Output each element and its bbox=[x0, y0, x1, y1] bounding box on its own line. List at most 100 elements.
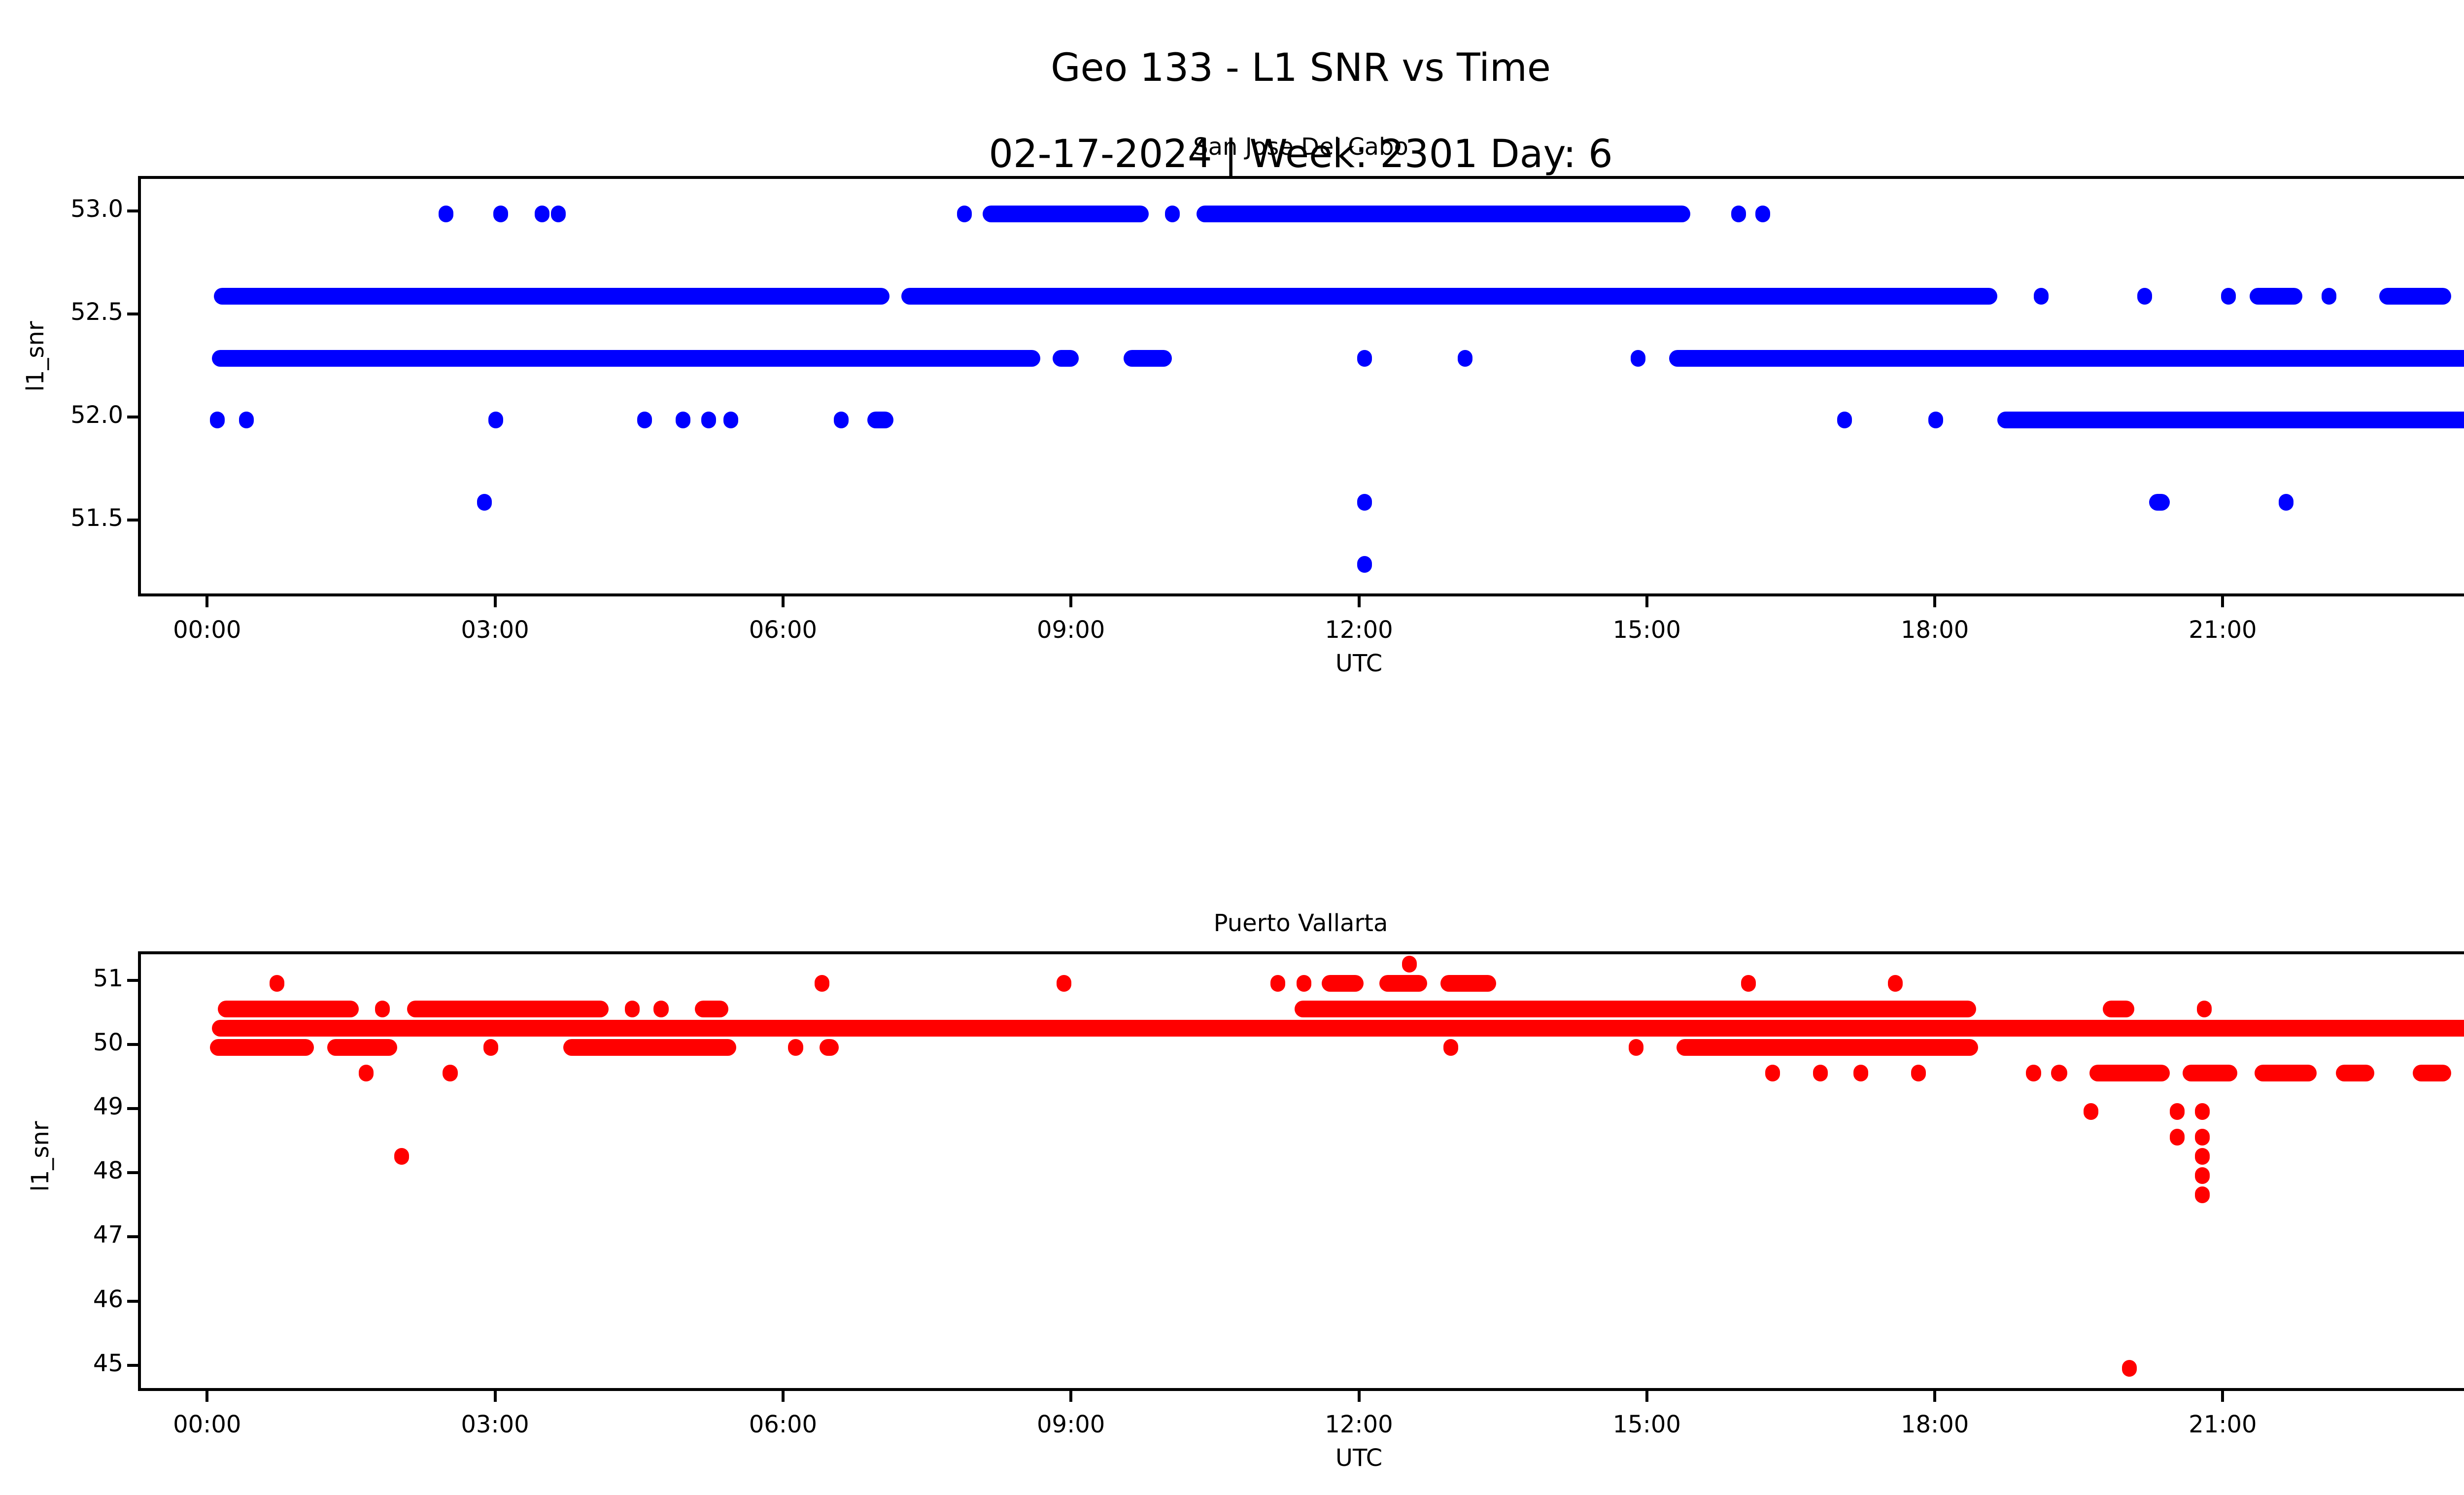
data-point-group bbox=[1357, 556, 1372, 573]
data-point-group bbox=[2084, 1103, 2099, 1120]
x-tick-mark bbox=[1645, 596, 1648, 607]
data-point-group bbox=[217, 1000, 359, 1017]
y-tick-label: 46 bbox=[93, 1285, 123, 1313]
x-tick-mark bbox=[1933, 1391, 1937, 1402]
x-tick-label: 00:00 bbox=[2437, 1411, 2464, 1438]
data-point-group bbox=[901, 288, 1997, 305]
y-tick-mark bbox=[127, 519, 138, 522]
data-point-group bbox=[1997, 412, 2464, 429]
data-point-group bbox=[2103, 1000, 2135, 1017]
data-point-group bbox=[1270, 974, 1286, 992]
y-tick-label: 51.5 bbox=[70, 504, 123, 532]
suptitle-line-2: 02-17-2024 | Week: 2301 Day: 6 bbox=[989, 132, 1613, 177]
y-tick-label: 48 bbox=[93, 1157, 123, 1185]
data-point-group bbox=[1165, 206, 1180, 223]
data-point-group bbox=[269, 974, 284, 992]
data-point-group bbox=[2336, 1064, 2375, 1081]
data-point-group bbox=[1443, 1039, 1459, 1056]
data-point-group bbox=[2278, 494, 2293, 511]
data-point-group bbox=[1357, 494, 1372, 511]
data-point-group bbox=[1053, 349, 1079, 367]
x-tick-label: 12:00 bbox=[1325, 1411, 1393, 1438]
y-tick-mark bbox=[127, 1299, 138, 1303]
data-point-group bbox=[1837, 412, 1852, 429]
y-tick-label: 52.0 bbox=[70, 401, 123, 429]
data-point-group bbox=[2195, 1167, 2210, 1184]
y-tick-label: 50 bbox=[93, 1028, 123, 1056]
y-tick-mark bbox=[127, 1363, 138, 1367]
y-tick-mark bbox=[127, 1235, 138, 1239]
data-point-group bbox=[563, 1039, 736, 1056]
x-tick-label: 18:00 bbox=[1900, 616, 1969, 644]
data-point-group bbox=[1731, 206, 1746, 223]
data-point-group bbox=[1357, 349, 1372, 367]
data-point-group bbox=[2122, 1359, 2137, 1377]
data-point-group bbox=[815, 974, 830, 992]
x-tick-label: 06:00 bbox=[749, 1411, 818, 1438]
x-tick-label: 00:00 bbox=[173, 616, 241, 644]
x-tick-label: 18:00 bbox=[1900, 1411, 1969, 1438]
data-point-group bbox=[2195, 1186, 2210, 1204]
subplot-title-bottom: Puerto Vallarta bbox=[1213, 909, 1388, 937]
data-point-group bbox=[359, 1064, 374, 1081]
y-tick-mark bbox=[127, 416, 138, 419]
x-tick-label: 06:00 bbox=[749, 616, 818, 644]
data-point-group bbox=[1630, 349, 1645, 367]
x-tick-label: 21:00 bbox=[2189, 616, 2257, 644]
subplot-title-top: San Jose Del Cabo bbox=[1193, 133, 1408, 161]
data-point-group bbox=[1297, 974, 1312, 992]
y-tick-label: 51 bbox=[93, 964, 123, 992]
data-point-group bbox=[701, 412, 717, 429]
x-tick-mark bbox=[493, 1391, 497, 1402]
data-point-group bbox=[2033, 288, 2049, 305]
y-tick-mark bbox=[127, 978, 138, 982]
x-tick-label: 09:00 bbox=[1037, 1411, 1105, 1438]
data-point-group bbox=[2182, 1064, 2237, 1081]
data-point-group bbox=[2250, 288, 2303, 305]
x-tick-mark bbox=[205, 596, 209, 607]
plot-area-puerto-vallarta[interactable] bbox=[138, 951, 2464, 1391]
data-point-group bbox=[1813, 1064, 1828, 1081]
x-tick-mark bbox=[1933, 596, 1937, 607]
data-point-group bbox=[442, 1064, 458, 1081]
data-point-group bbox=[2089, 1064, 2170, 1081]
data-point-group bbox=[1458, 349, 1473, 367]
y-tick-label: 49 bbox=[93, 1093, 123, 1121]
data-point-group bbox=[477, 494, 492, 511]
plot-area-san-jose-del-cabo[interactable] bbox=[138, 176, 2464, 596]
data-point-group bbox=[2051, 1064, 2068, 1081]
data-point-group bbox=[239, 412, 254, 429]
y-tick-mark bbox=[127, 1107, 138, 1111]
data-point-group bbox=[834, 412, 849, 429]
data-point-group bbox=[2197, 1000, 2212, 1017]
data-point-group bbox=[1402, 955, 1417, 973]
data-point-group bbox=[2254, 1064, 2317, 1081]
data-point-group bbox=[1321, 974, 1364, 992]
data-point-group bbox=[1741, 974, 1756, 992]
data-point-group bbox=[534, 206, 549, 223]
data-point-group bbox=[2149, 494, 2170, 511]
data-point-group bbox=[210, 1039, 314, 1056]
data-point-group bbox=[488, 412, 504, 429]
data-point-group bbox=[2170, 1103, 2185, 1120]
data-point-group bbox=[1853, 1064, 1868, 1081]
y-tick-mark bbox=[127, 313, 138, 316]
data-point-group bbox=[407, 1000, 609, 1017]
data-point-group bbox=[653, 1000, 669, 1017]
x-tick-mark bbox=[781, 596, 785, 607]
data-point-group bbox=[2026, 1064, 2042, 1081]
x-tick-mark bbox=[205, 1391, 209, 1402]
x-tick-mark bbox=[1357, 1391, 1361, 1402]
data-point-group bbox=[1669, 349, 2464, 367]
data-point-group bbox=[2379, 288, 2452, 305]
y-tick-mark bbox=[127, 209, 138, 213]
x-tick-label: 00:00 bbox=[2437, 616, 2464, 644]
y-tick-label: 45 bbox=[93, 1349, 123, 1377]
data-point-group bbox=[637, 412, 652, 429]
suptitle-line-1: Geo 133 - L1 SNR vs Time bbox=[1051, 46, 1551, 91]
data-point-group bbox=[1379, 974, 1427, 992]
x-tick-label: 21:00 bbox=[2189, 1411, 2257, 1438]
data-point-group bbox=[1197, 206, 1690, 223]
data-point-group bbox=[2322, 288, 2337, 305]
x-tick-label: 12:00 bbox=[1325, 616, 1393, 644]
